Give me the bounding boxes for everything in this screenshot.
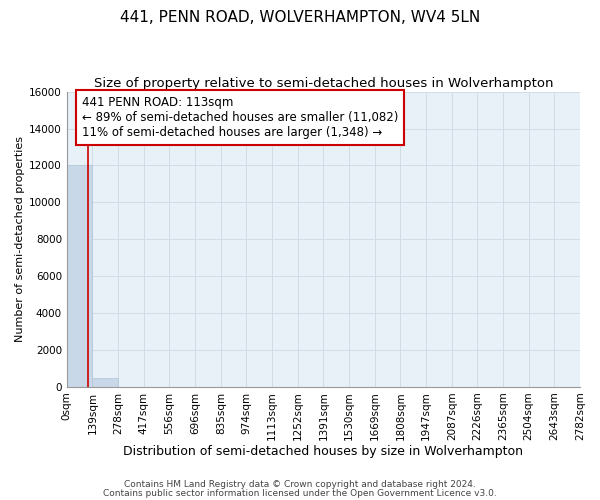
Text: Contains HM Land Registry data © Crown copyright and database right 2024.: Contains HM Land Registry data © Crown c… (124, 480, 476, 489)
X-axis label: Distribution of semi-detached houses by size in Wolverhampton: Distribution of semi-detached houses by … (124, 444, 523, 458)
Bar (67, 166, 92, 386)
Title: Size of property relative to semi-detached houses in Wolverhampton: Size of property relative to semi-detach… (94, 78, 553, 90)
Text: 441 PENN ROAD: 113sqm
← 89% of semi-detached houses are smaller (11,082)
11% of : 441 PENN ROAD: 113sqm ← 89% of semi-deta… (82, 96, 398, 139)
Bar (92, 378, 118, 386)
Text: 441, PENN ROAD, WOLVERHAMPTON, WV4 5LN: 441, PENN ROAD, WOLVERHAMPTON, WV4 5LN (120, 10, 480, 25)
Text: Contains public sector information licensed under the Open Government Licence v3: Contains public sector information licen… (103, 488, 497, 498)
Y-axis label: Number of semi-detached properties: Number of semi-detached properties (15, 136, 25, 342)
